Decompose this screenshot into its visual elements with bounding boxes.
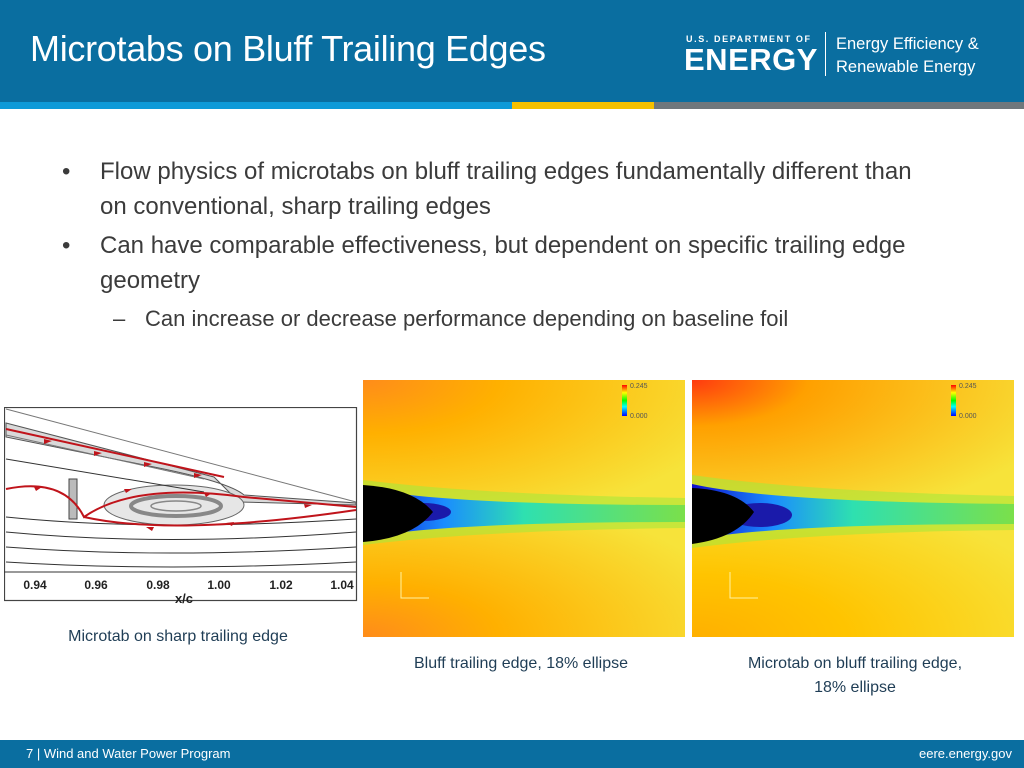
slide-title: Microtabs on Bluff Trailing Edges [30, 28, 546, 69]
x-tick-label: 0.94 [23, 578, 47, 592]
sub-bullet-text: Can increase or decrease performance dep… [145, 306, 789, 331]
footer-bar [0, 740, 1024, 768]
logo-divider [825, 32, 826, 76]
header-bar [0, 0, 1024, 102]
doe-logo-text: ENERGY [684, 42, 818, 77]
x-axis-label: x/c [175, 591, 193, 606]
legend-max-label: 0.245 [630, 383, 648, 390]
stripe-gray [654, 102, 1024, 109]
bullet-item: • Can have comparable effectiveness, but… [62, 228, 922, 298]
figure-caption-right: Microtab on bluff trailing edge, 18% ell… [702, 652, 1008, 700]
eere-logo-text: Energy Efficiency & Renewable Energy [836, 33, 979, 79]
eere-line-2: Renewable Energy [836, 58, 976, 76]
eere-line-1: Energy Efficiency & [836, 35, 979, 53]
x-tick-label: 1.04 [330, 578, 354, 592]
doe-logo-small-text: U.S. DEPARTMENT OF [686, 34, 812, 44]
footer-url-link[interactable]: eere.energy.gov [919, 746, 1012, 761]
caption-right-line-2: 18% ellipse [814, 679, 896, 696]
x-tick-label: 1.02 [269, 578, 293, 592]
bullet-text: Flow physics of microtabs on bluff trail… [100, 158, 912, 220]
legend-max-label: 0.245 [959, 383, 977, 390]
figure-caption-middle: Bluff trailing edge, 18% ellipse [413, 655, 629, 672]
streamline-figure: 0.94 0.96 0.98 1.00 1.02 1.04 x/c [4, 407, 358, 606]
caption-right-line-1: Microtab on bluff trailing edge, [747, 655, 963, 672]
x-tick-label: 0.98 [146, 578, 170, 592]
stripe-yellow [512, 102, 654, 109]
dash-symbol: – [113, 306, 126, 331]
x-tick-label: 1.00 [207, 578, 231, 592]
contour-plot-microtab-bluff: 0.245 0.000 [692, 380, 1014, 637]
legend-min-label: 0.000 [959, 413, 977, 420]
contour-plot-bluff: 0.245 0.000 [363, 380, 685, 637]
bullet-symbol: • [62, 232, 71, 259]
sub-bullet-item: – Can increase or decrease performance d… [62, 302, 922, 335]
bullet-symbol: • [62, 158, 71, 185]
legend-min-label: 0.000 [630, 413, 648, 420]
bullet-item: • Flow physics of microtabs on bluff tra… [62, 154, 922, 224]
footer-left-text: 7 | Wind and Water Power Program [26, 746, 231, 761]
stripe-blue [0, 102, 512, 109]
figure-caption-left: Microtab on sharp trailing edge [68, 628, 288, 645]
x-tick-label: 0.96 [84, 578, 108, 592]
bullet-text: Can have comparable effectiveness, but d… [100, 232, 906, 294]
bullet-list: • Flow physics of microtabs on bluff tra… [62, 154, 922, 335]
